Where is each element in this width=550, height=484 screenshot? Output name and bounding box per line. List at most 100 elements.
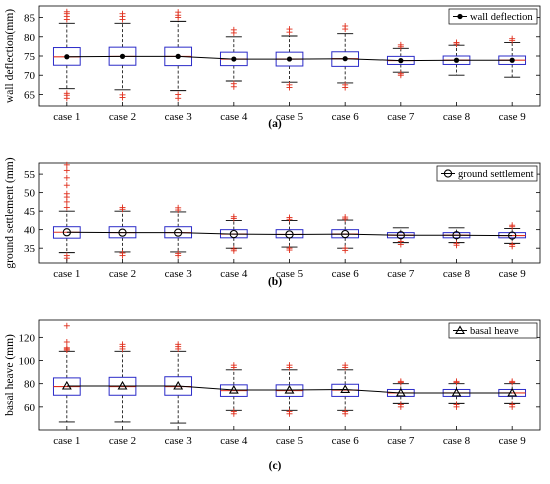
x-tick-label: case 7 xyxy=(387,268,415,280)
panel-1: 65 70 75 80 85 wall deflection(mm) case 1 case … xyxy=(4,5,541,130)
outlier-point xyxy=(63,174,70,181)
mean-marker xyxy=(62,228,71,237)
legend: wall deflection xyxy=(448,8,538,25)
legend: ground settlement xyxy=(436,165,538,182)
outlier-point xyxy=(342,362,349,369)
outlier-point xyxy=(230,245,237,252)
x-tick-label: case 5 xyxy=(276,111,304,123)
legend-box xyxy=(448,322,538,339)
mean-marker xyxy=(507,387,518,397)
panel-label: (c) xyxy=(269,460,282,472)
outlier-point xyxy=(509,241,516,248)
legend-marker xyxy=(443,169,453,178)
outlier-point xyxy=(175,250,182,257)
x-tick-label: case 8 xyxy=(443,111,471,123)
legend-marker xyxy=(457,13,463,20)
legend-label: ground settlement xyxy=(458,169,534,180)
outlier-point xyxy=(63,167,70,174)
mean-marker xyxy=(340,384,351,394)
legend-label: basal heave xyxy=(470,326,519,337)
outlier-point xyxy=(342,408,349,415)
y-tick-label: 65 xyxy=(24,89,36,101)
outlier-point xyxy=(63,8,70,15)
y-tick-label: 50 xyxy=(24,188,36,200)
outlier-point xyxy=(509,222,516,229)
y-axis-label: wall deflection(mm) xyxy=(4,9,16,103)
outlier-point xyxy=(230,362,237,369)
outlier-point xyxy=(453,378,460,385)
mean-marker xyxy=(453,57,460,63)
outlier-point xyxy=(286,362,293,369)
x-tick-label: case 8 xyxy=(443,268,471,280)
mean-marker xyxy=(228,384,239,394)
mean-marker xyxy=(508,231,517,240)
outlier-point xyxy=(509,35,516,42)
outlier-point xyxy=(63,344,70,351)
outlier-point xyxy=(453,39,460,46)
outlier-point xyxy=(342,245,349,252)
x-tick-label: case 3 xyxy=(165,111,193,123)
y-tick-label: 40 xyxy=(24,225,36,237)
outlier-point xyxy=(230,26,237,33)
outlier-point xyxy=(286,245,293,252)
box-9 xyxy=(498,378,527,410)
mean-marker xyxy=(174,228,183,237)
panel-label: (b) xyxy=(268,276,282,288)
outlier-point xyxy=(63,90,70,97)
y-tick-label: 85 xyxy=(24,13,36,25)
y-tick-label: 75 xyxy=(24,51,36,63)
box-8 xyxy=(442,227,471,249)
box-3 xyxy=(164,204,193,259)
box-4 xyxy=(219,362,248,417)
legend-label: wall deflection xyxy=(470,12,533,23)
x-tick-label: case 6 xyxy=(332,268,360,280)
x-tick-label: case 9 xyxy=(499,435,527,447)
mean-line xyxy=(66,385,513,394)
x-tick-label: case 6 xyxy=(332,111,360,123)
outlier-point xyxy=(286,81,293,88)
mean-marker xyxy=(341,229,350,239)
mean-marker xyxy=(117,380,128,390)
outlier-point xyxy=(119,204,126,211)
outlier-point xyxy=(63,190,70,197)
mean-marker xyxy=(119,53,126,59)
outlier-point xyxy=(509,378,516,385)
x-tick-label: case 1 xyxy=(53,435,80,447)
y-tick-label: 80 xyxy=(24,32,36,44)
box-8 xyxy=(442,39,471,76)
mean-marker xyxy=(509,57,515,63)
box-5 xyxy=(275,362,304,417)
outlier-point xyxy=(63,161,70,168)
outlier-point xyxy=(63,182,70,189)
x-tick-label: case 2 xyxy=(109,111,136,123)
box-2 xyxy=(108,341,137,423)
x-tick-label: case 2 xyxy=(109,435,136,447)
x-tick-label: case 8 xyxy=(443,435,471,447)
box-1 xyxy=(52,322,81,423)
outlier-point xyxy=(397,41,404,48)
mean-marker xyxy=(396,231,405,240)
box-8 xyxy=(442,378,471,410)
mean-marker xyxy=(451,387,462,397)
box-2 xyxy=(108,204,137,259)
outlier-point xyxy=(509,401,516,408)
x-tick-label: case 7 xyxy=(387,111,415,123)
mean-marker xyxy=(229,229,238,239)
outlier-point xyxy=(453,401,460,408)
mean-marker xyxy=(61,380,72,390)
panel-2: 35 40 45 50 55 ground settlement (mm) case 1 ca… xyxy=(4,157,541,288)
mean-line xyxy=(66,231,513,237)
outlier-point xyxy=(119,341,126,348)
x-tick-label: case 9 xyxy=(499,111,527,123)
x-tick-label: case 2 xyxy=(109,268,136,280)
mean-marker xyxy=(175,53,181,59)
outlier-point xyxy=(397,70,404,77)
y-tick-label: 70 xyxy=(24,70,36,82)
outlier-point xyxy=(63,322,70,329)
legend-marker xyxy=(455,325,465,335)
outlier-point xyxy=(63,204,70,211)
x-tick-label: case 4 xyxy=(220,111,248,123)
outlier-point xyxy=(175,204,182,211)
y-tick-label: 80 xyxy=(24,379,36,391)
